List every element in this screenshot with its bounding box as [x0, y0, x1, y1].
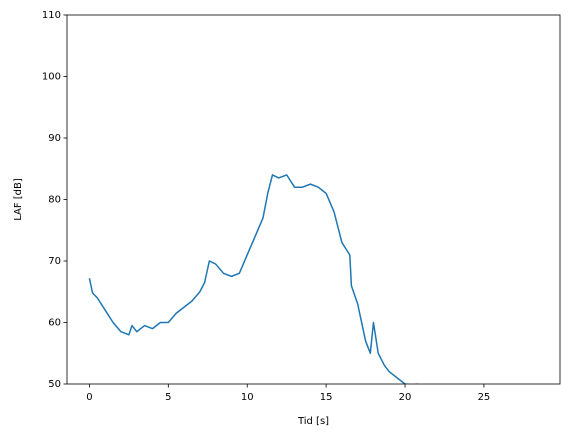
y-tick-label: 70 [48, 256, 61, 267]
x-tick-label: 15 [320, 392, 333, 403]
x-tick-label: 0 [86, 392, 92, 403]
y-tick-label: 60 [48, 318, 61, 329]
y-tick-label: 80 [48, 195, 61, 206]
y-tick-label: 110 [42, 10, 61, 21]
x-tick-label: 5 [165, 392, 171, 403]
y-tick-label: 100 [42, 72, 61, 83]
data-line [88, 174, 418, 384]
y-axis-label: LAF [dB] [13, 178, 24, 221]
x-axis-label: Tid [s] [297, 416, 329, 427]
plot-frame [66, 14, 561, 385]
y-tick-label: 50 [48, 379, 61, 390]
y-tick-label: 90 [48, 133, 61, 144]
x-tick-label: 10 [241, 392, 254, 403]
x-tick-label: 25 [478, 392, 491, 403]
x-tick-label: 20 [399, 392, 412, 403]
